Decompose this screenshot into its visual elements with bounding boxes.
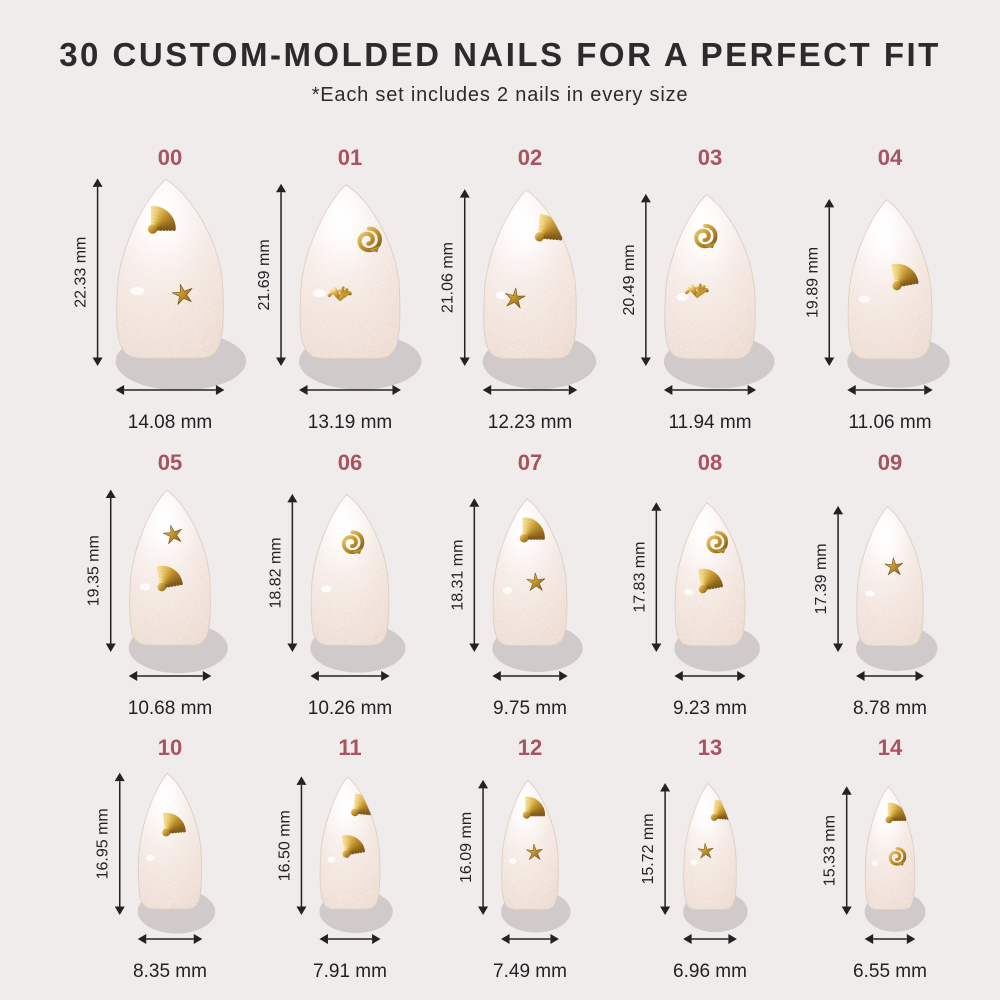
svg-text:9.75 mm: 9.75 mm: [493, 698, 567, 719]
svg-text:12.23 mm: 12.23 mm: [488, 412, 572, 433]
svg-text:13.19 mm: 13.19 mm: [308, 412, 392, 433]
svg-text:10.68 mm: 10.68 mm: [128, 698, 212, 719]
svg-text:20.49 mm: 20.49 mm: [621, 244, 638, 315]
svg-text:16.50 mm: 16.50 mm: [276, 810, 293, 881]
svg-text:01: 01: [338, 145, 362, 170]
svg-text:14: 14: [878, 735, 903, 760]
svg-text:02: 02: [518, 145, 542, 170]
svg-text:16.09 mm: 16.09 mm: [458, 812, 475, 883]
svg-text:16.95 mm: 16.95 mm: [95, 808, 112, 879]
svg-text:7.49 mm: 7.49 mm: [493, 961, 567, 982]
svg-text:09: 09: [878, 450, 902, 475]
svg-text:18.82 mm: 18.82 mm: [267, 537, 284, 608]
svg-text:14.08 mm: 14.08 mm: [128, 412, 212, 433]
svg-text:8.78 mm: 8.78 mm: [853, 698, 927, 719]
svg-text:22.33 mm: 22.33 mm: [73, 237, 90, 308]
svg-text:00: 00: [158, 145, 182, 170]
svg-text:15.72 mm: 15.72 mm: [640, 813, 657, 884]
svg-text:19.89 mm: 19.89 mm: [804, 247, 821, 318]
svg-text:15.33 mm: 15.33 mm: [822, 815, 839, 886]
svg-text:07: 07: [518, 450, 542, 475]
svg-text:05: 05: [158, 450, 182, 475]
svg-text:11: 11: [338, 735, 361, 760]
svg-text:17.83 mm: 17.83 mm: [631, 542, 648, 613]
svg-text:08: 08: [698, 450, 722, 475]
svg-text:12: 12: [518, 735, 542, 760]
svg-text:11.06 mm: 11.06 mm: [848, 412, 931, 433]
svg-text:19.35 mm: 19.35 mm: [86, 535, 103, 606]
svg-text:11.94 mm: 11.94 mm: [668, 412, 751, 433]
svg-text:10.26 mm: 10.26 mm: [308, 698, 392, 719]
svg-text:7.91 mm: 7.91 mm: [313, 961, 387, 982]
svg-text:04: 04: [878, 145, 903, 170]
svg-text:6.55 mm: 6.55 mm: [853, 961, 927, 982]
svg-text:6.96 mm: 6.96 mm: [673, 961, 747, 982]
svg-text:21.69 mm: 21.69 mm: [256, 239, 273, 310]
svg-text:03: 03: [698, 145, 722, 170]
svg-text:21.06 mm: 21.06 mm: [440, 242, 457, 313]
svg-text:13: 13: [698, 735, 722, 760]
svg-text:8.35 mm: 8.35 mm: [133, 961, 207, 982]
svg-text:06: 06: [338, 450, 362, 475]
svg-text:10: 10: [158, 735, 182, 760]
svg-text:9.23 mm: 9.23 mm: [673, 698, 747, 719]
svg-text:17.39 mm: 17.39 mm: [813, 543, 830, 614]
svg-text:18.31 mm: 18.31 mm: [449, 540, 466, 611]
